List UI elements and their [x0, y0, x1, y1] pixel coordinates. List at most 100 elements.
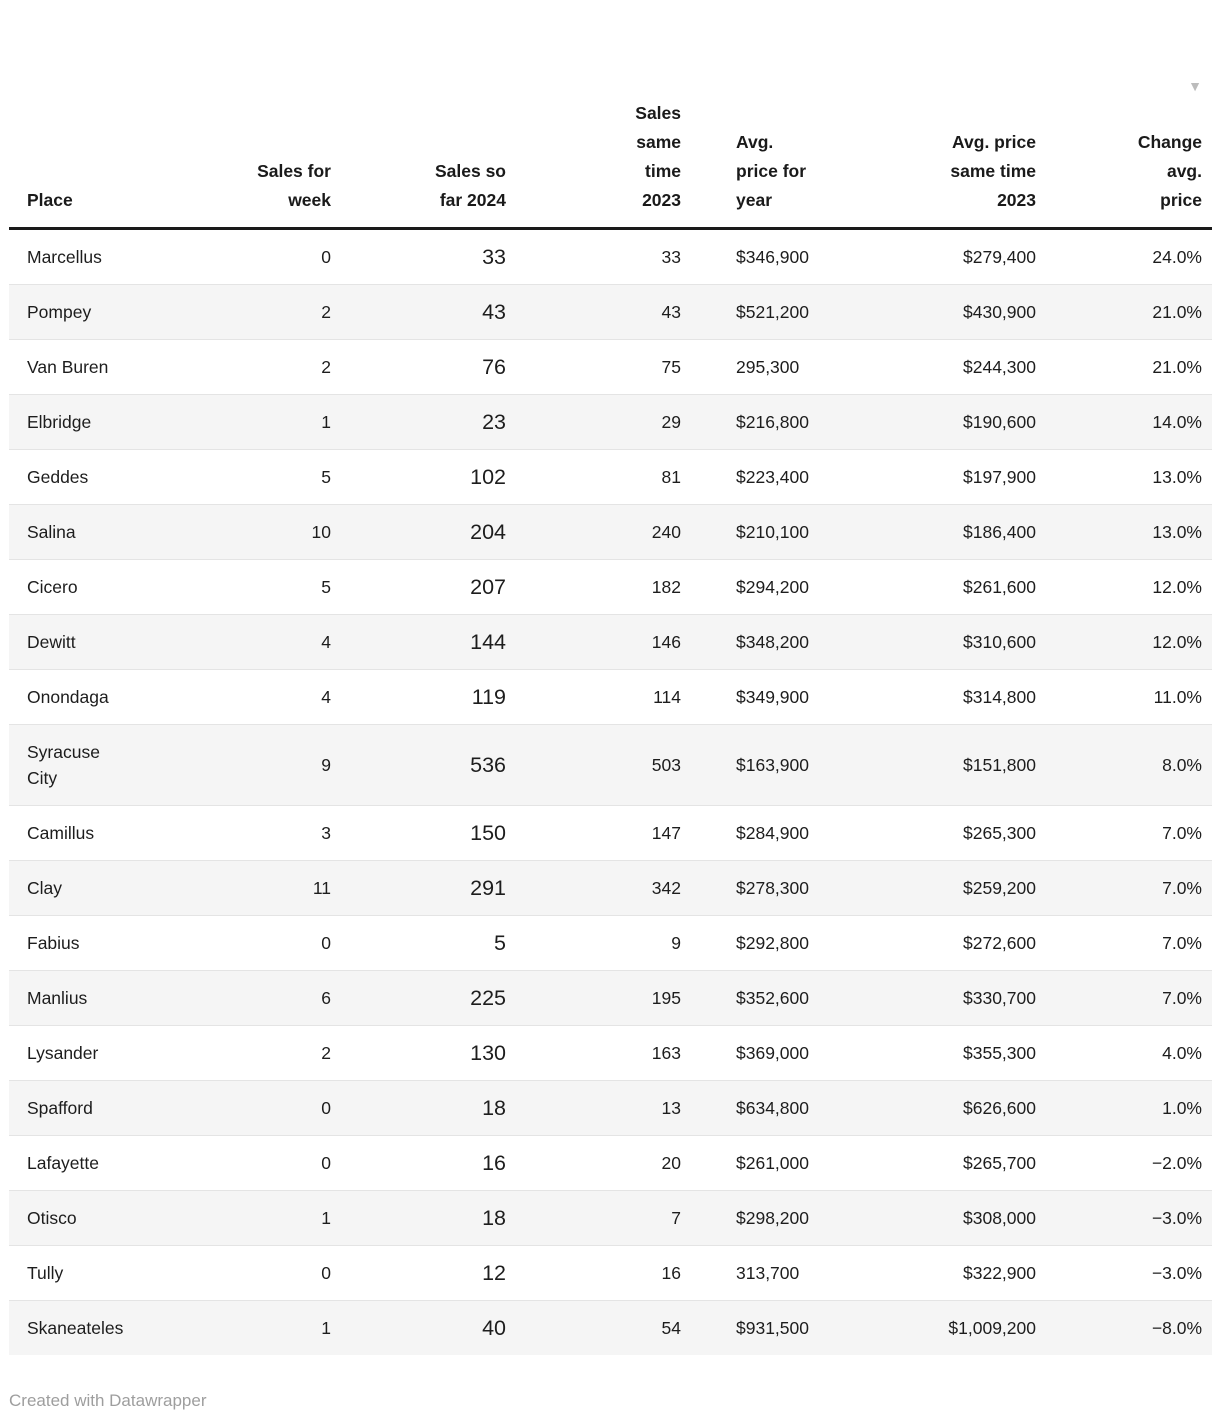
cell-change_avg_price: −8.0% — [1151, 1318, 1202, 1338]
cell-sales_so_far_2024: 144 — [470, 630, 506, 654]
cell-sales_same_time_2023: 20 — [661, 1153, 681, 1173]
cell-avg_price_same_time_2023: $314,800 — [963, 687, 1036, 707]
cell-sales_same_time_2023: 163 — [651, 1043, 681, 1063]
column-header-change-avg-price[interactable]: ▼ Change avg. price — [1046, 44, 1212, 230]
cell-avg_price_same_time_2023: $265,700 — [963, 1153, 1036, 1173]
column-header-sales-same-time-2023[interactable]: Sales same time 2023 — [516, 44, 691, 230]
cell-change_avg_price: 12.0% — [1152, 577, 1202, 597]
cell-avg_price_same_time_2023: $322,900 — [963, 1263, 1036, 1283]
cell-place: Otisco — [27, 1208, 77, 1228]
cell-sales_same_time_2023: 147 — [651, 823, 681, 843]
cell-place: Cicero — [27, 577, 78, 597]
cell-change_avg_price: 21.0% — [1152, 357, 1202, 377]
column-header-label: Change avg. price — [1137, 132, 1202, 210]
cell-avg_price_for_year: 313,700 — [736, 1263, 800, 1283]
cell-sales_same_time_2023: 9 — [671, 933, 681, 953]
cell-avg_price_same_time_2023: $197,900 — [963, 467, 1036, 487]
column-header-label: Avg. price same time 2023 — [950, 132, 1036, 210]
cell-change_avg_price: 12.0% — [1152, 632, 1202, 652]
cell-place: Manlius — [27, 988, 88, 1008]
table-row: Geddes 5 102 81 $223,400 $197,900 13.0% — [9, 450, 1212, 505]
column-header-sales-so-far-2024[interactable]: Sales so far 2024 — [341, 44, 516, 230]
cell-sales_for_week: 2 — [321, 302, 331, 322]
cell-place: Clay — [27, 878, 63, 898]
cell-avg_price_same_time_2023: $190,600 — [963, 412, 1036, 432]
cell-avg_price_for_year: $284,900 — [736, 823, 809, 843]
cell-sales_same_time_2023: 16 — [661, 1263, 681, 1283]
cell-avg_price_same_time_2023: $1,009,200 — [948, 1318, 1036, 1338]
cell-avg_price_same_time_2023: $279,400 — [963, 247, 1036, 267]
cell-change_avg_price: −3.0% — [1151, 1263, 1202, 1283]
table-row: Pompey 2 43 43 $521,200 $430,900 21.0% — [9, 284, 1212, 340]
cell-place: Pompey — [27, 302, 92, 322]
cell-avg_price_same_time_2023: $626,600 — [963, 1098, 1036, 1118]
cell-avg_price_for_year: $634,800 — [736, 1098, 809, 1118]
column-header-label: Avg. price for year — [736, 132, 807, 210]
table-row: Fabius 0 5 9 $292,800 $272,600 7.0% — [9, 916, 1212, 971]
cell-avg_price_same_time_2023: $355,300 — [963, 1043, 1036, 1063]
table-row: Otisco 1 18 7 $298,200 $308,000 −3.0% — [9, 1190, 1212, 1246]
cell-avg_price_for_year: $349,900 — [736, 687, 809, 707]
cell-sales_for_week: 3 — [321, 823, 331, 843]
cell-place: Van Buren — [27, 357, 109, 377]
cell-sales_for_week: 0 — [321, 247, 331, 267]
header-row: Place Sales for week Sales so far 2024 S… — [9, 44, 1212, 230]
cell-sales_for_week: 5 — [321, 467, 331, 487]
cell-change_avg_price: 11.0% — [1153, 687, 1202, 707]
cell-sales_same_time_2023: 81 — [661, 467, 681, 487]
table-row: Marcellus 0 33 33 $346,900 $279,400 24.0% — [9, 229, 1212, 285]
cell-place: Skaneateles — [27, 1318, 124, 1338]
cell-sales_for_week: 0 — [321, 1263, 331, 1283]
cell-place: Lysander — [27, 1043, 99, 1063]
cell-sales_same_time_2023: 342 — [651, 878, 681, 898]
table-row: Salina 10 204 240 $210,100 $186,400 13.0% — [9, 504, 1212, 560]
cell-sales_for_week: 0 — [321, 1098, 331, 1118]
table-row: Syracuse City 9 536 503 $163,900 $151,800 8.0% — [9, 724, 1212, 806]
cell-avg_price_same_time_2023: $330,700 — [963, 988, 1036, 1008]
column-header-place[interactable]: Place — [9, 44, 239, 230]
sort-desc-icon[interactable]: ▼ — [1188, 78, 1202, 94]
cell-avg_price_same_time_2023: $310,600 — [963, 632, 1036, 652]
cell-sales_same_time_2023: 182 — [651, 577, 681, 597]
cell-avg_price_for_year: $348,200 — [736, 632, 809, 652]
table-row: Tully 0 12 16 313,700 $322,900 −3.0% — [9, 1246, 1212, 1301]
cell-sales_so_far_2024: 33 — [482, 245, 506, 269]
cell-sales_so_far_2024: 130 — [470, 1041, 506, 1065]
cell-sales_for_week: 6 — [321, 988, 331, 1008]
cell-sales_same_time_2023: 75 — [661, 357, 681, 377]
cell-sales_so_far_2024: 40 — [482, 1316, 506, 1340]
column-header-avg-price-for-year[interactable]: Avg. price for year — [691, 44, 883, 230]
cell-sales_same_time_2023: 240 — [651, 522, 681, 542]
cell-sales_so_far_2024: 225 — [470, 986, 506, 1010]
cell-sales_so_far_2024: 43 — [482, 300, 506, 324]
column-header-label: Sales for week — [257, 161, 331, 210]
datawrapper-credit-link[interactable]: Created with Datawrapper — [9, 1391, 207, 1410]
cell-avg_price_for_year: 295,300 — [736, 357, 800, 377]
cell-place: Salina — [27, 522, 76, 542]
cell-avg_price_for_year: $298,200 — [736, 1208, 809, 1228]
cell-place: Lafayette — [27, 1153, 99, 1173]
cell-sales_same_time_2023: 13 — [661, 1098, 681, 1118]
cell-place: Geddes — [27, 467, 89, 487]
cell-place: Elbridge — [27, 412, 92, 432]
cell-sales_so_far_2024: 16 — [482, 1151, 506, 1175]
cell-place: Tully — [27, 1263, 64, 1283]
cell-avg_price_for_year: $369,000 — [736, 1043, 809, 1063]
cell-sales_so_far_2024: 18 — [482, 1096, 506, 1120]
cell-change_avg_price: 7.0% — [1162, 878, 1202, 898]
cell-place: Camillus — [27, 823, 95, 843]
table-row: Clay 11 291 342 $278,300 $259,200 7.0% — [9, 860, 1212, 916]
table-row: Van Buren 2 76 75 295,300 $244,300 21.0% — [9, 340, 1212, 395]
cell-avg_price_same_time_2023: $272,600 — [963, 933, 1036, 953]
cell-avg_price_same_time_2023: $186,400 — [963, 522, 1036, 542]
cell-avg_price_for_year: $931,500 — [736, 1318, 809, 1338]
column-header-avg-price-same-time-2023[interactable]: Avg. price same time 2023 — [883, 44, 1046, 230]
cell-avg_price_for_year: $223,400 — [736, 467, 809, 487]
cell-change_avg_price: 7.0% — [1162, 823, 1202, 843]
column-header-sales-for-week[interactable]: Sales for week — [239, 44, 341, 230]
cell-sales_so_far_2024: 150 — [470, 821, 506, 845]
cell-sales_same_time_2023: 146 — [651, 632, 681, 652]
cell-sales_so_far_2024: 291 — [470, 876, 506, 900]
cell-sales_for_week: 9 — [321, 755, 331, 775]
